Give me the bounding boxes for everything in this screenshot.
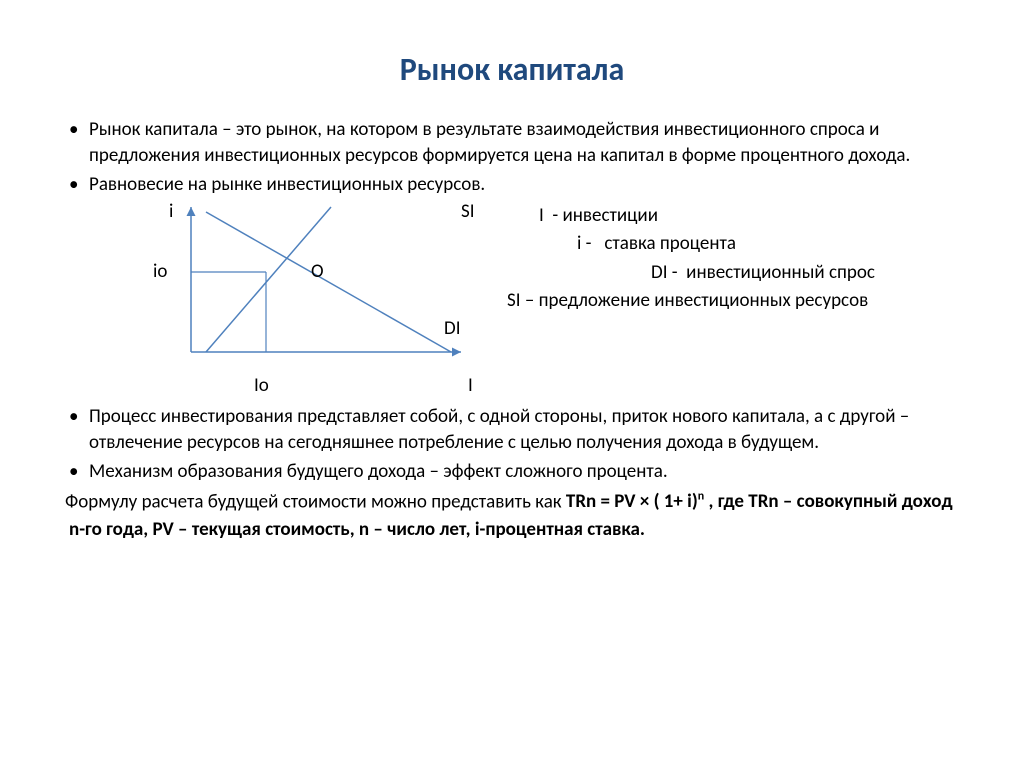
label-I-x: I bbox=[468, 374, 473, 397]
legend-I: I - инвестиции bbox=[481, 202, 875, 231]
legend: I - инвестиции i - ставка процента DI - … bbox=[481, 202, 875, 316]
legend-SI: SI – предложение инвестиционных ресурсов bbox=[481, 287, 875, 316]
demand-line bbox=[206, 212, 451, 352]
bullet-2: Равновесие на рынке инвестиционных ресур… bbox=[65, 172, 959, 198]
formula-bold: TRn = PV × ( 1+ i)n , где TRn – совокупн… bbox=[566, 490, 953, 513]
page-title: Рынок капитала bbox=[65, 50, 959, 89]
formula-tail: , где TRn – совокупный доход bbox=[704, 490, 952, 513]
label-SI: SI bbox=[461, 200, 475, 223]
bullet-3: Процесс инвестирования представляет собо… bbox=[65, 404, 959, 455]
formula-para-2: n-го года, PV – текущая стоимость, n – ч… bbox=[65, 517, 959, 543]
equilibrium-diagram: i io O SI DI Io I I - инвестиции i - ста… bbox=[101, 202, 959, 402]
formula-para-1: Формулу расчета будущей стоимости можно … bbox=[65, 489, 959, 515]
formula-eq: TRn = PV × ( 1+ i) bbox=[566, 490, 698, 513]
legend-DI: DI - инвестиционный спрос bbox=[481, 259, 875, 288]
legend-i: i - ставка процента bbox=[481, 230, 875, 259]
label-io-y: io bbox=[153, 260, 167, 283]
bullet-list: Рынок капитала – это рынок, на котором в… bbox=[65, 117, 959, 198]
bullet-1: Рынок капитала – это рынок, на котором в… bbox=[65, 117, 959, 168]
label-O: O bbox=[311, 260, 324, 283]
bullet-4: Механизм образования будущего дохода – э… bbox=[65, 459, 959, 485]
chart-svg bbox=[161, 202, 481, 377]
formula-text-a: Формулу расчета будущей стоимости можно … bbox=[65, 490, 566, 513]
label-Io-x: Io bbox=[254, 374, 269, 397]
label-DI: DI bbox=[444, 317, 460, 340]
label-i: i bbox=[169, 200, 173, 223]
bullet-list-2: Процесс инвестирования представляет собо… bbox=[65, 404, 959, 485]
